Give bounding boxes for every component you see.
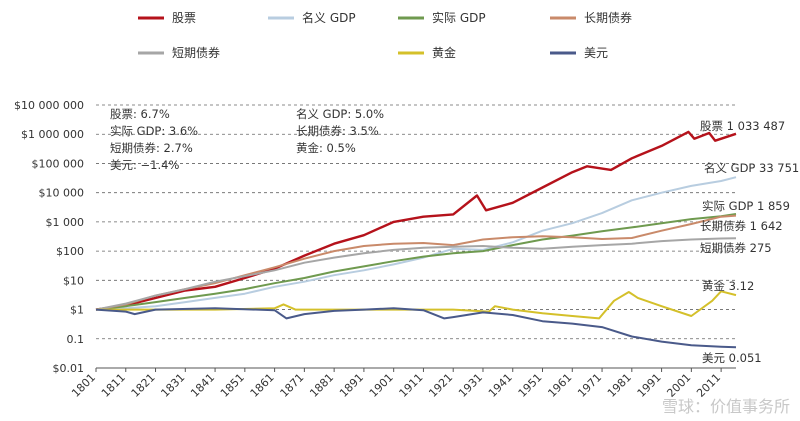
x-tick-label: 1891	[337, 371, 366, 400]
end-label-3: 长期债券 1 642	[700, 219, 783, 233]
annotation-left-line: 实际 GDP: 3.6%	[110, 124, 198, 138]
y-tick-label: $10	[63, 274, 84, 287]
legend-label: 名义 GDP	[302, 10, 356, 25]
y-tick-label: $1	[70, 304, 84, 317]
x-tick-label: 1821	[129, 371, 158, 400]
x-tick-label: 1811	[99, 371, 128, 400]
legend-label: 黄金	[432, 45, 456, 60]
x-tick-label: 1831	[158, 371, 187, 400]
x-tick-label: 1961	[545, 371, 574, 400]
series-line-6	[95, 307, 737, 349]
annotation-left-line: 股票: 6.7%	[110, 107, 170, 121]
y-tick-label: $10 000	[39, 187, 85, 200]
end-label-2: 实际 GDP 1 859	[702, 199, 790, 213]
end-label-6: 美元 0.051	[702, 351, 762, 365]
y-tick-label: 0.1	[67, 333, 85, 346]
annotation-middle: 名义 GDP: 5.0% 长期债券: 3.5% 黄金: 0.5%	[296, 107, 384, 155]
end-label-1: 名义 GDP 33 751	[704, 161, 799, 175]
x-tick-label: 1991	[635, 371, 664, 400]
annotation-left: 股票: 6.7% 实际 GDP: 3.6% 短期债券: 2.7% 美元: −1.4%	[110, 107, 198, 172]
x-tick-label: 1941	[486, 371, 515, 400]
x-axis: 1801 1811 1821 1831 1841 1851 1861 1871 1881 1891…	[69, 367, 736, 400]
legend-label: 短期债券	[172, 45, 220, 60]
annotation-left-line: 美元: −1.4%	[110, 158, 179, 172]
annotation-middle-line: 长期债券: 3.5%	[296, 124, 379, 138]
end-label-0: 股票 1 033 487	[700, 119, 785, 133]
y-tick-label: $100	[56, 245, 84, 258]
x-tick-label: 1901	[367, 371, 396, 400]
legend-label: 长期债券	[584, 10, 632, 25]
x-tick-label: 1851	[218, 371, 247, 400]
y-tick-label: $0.01	[53, 362, 85, 375]
annotation-middle-line: 名义 GDP: 5.0%	[296, 107, 384, 121]
y-tick-label: $1 000 000	[21, 128, 84, 141]
series-line-4	[95, 237, 737, 311]
x-tick-label: 1841	[188, 371, 217, 400]
series-line-2	[95, 213, 737, 311]
legend-label: 股票	[172, 11, 196, 25]
y-axis-ticks: $10 000 000 $1 000 000 $100 000 $10 000 $1 0…	[14, 99, 84, 375]
legend-label: 实际 GDP	[432, 10, 486, 25]
y-tick-label: $10 000 000	[14, 99, 84, 112]
x-tick-label: 1861	[248, 371, 277, 400]
watermark: 雪球：价值事务所	[662, 397, 790, 416]
series-line-5	[96, 290, 737, 320]
x-tick-label: 1921	[426, 371, 455, 400]
y-tick-label: $100 000	[32, 157, 85, 170]
legend-label: 美元	[584, 46, 608, 60]
x-tick-label: 1971	[575, 371, 604, 400]
end-label-4: 短期债券 275	[700, 241, 772, 255]
series-lines	[95, 130, 737, 349]
annotation-middle-line: 黄金: 0.5%	[296, 141, 356, 155]
x-tick-label: 1911	[397, 371, 426, 400]
series-line-0	[95, 130, 737, 311]
x-tick-label: 2011	[694, 371, 723, 400]
x-tick-label: 2001	[664, 371, 693, 400]
end-label-5: 黄金 3.12	[702, 279, 754, 293]
series-line-3	[95, 214, 737, 311]
annotation-left-line: 短期债券: 2.7%	[110, 141, 193, 155]
x-tick-label: 1801	[69, 371, 98, 400]
y-tick-label: $1 000	[46, 216, 85, 229]
end-labels: 股票 1 033 487 名义 GDP 33 751 实际 GDP 1 859 长期债…	[700, 119, 799, 365]
x-tick-label: 1951	[516, 371, 545, 400]
x-tick-label: 1981	[605, 371, 634, 400]
x-tick-label: 1881	[307, 371, 336, 400]
x-tick-label: 1871	[278, 371, 307, 400]
x-tick-label: 1931	[456, 371, 485, 400]
